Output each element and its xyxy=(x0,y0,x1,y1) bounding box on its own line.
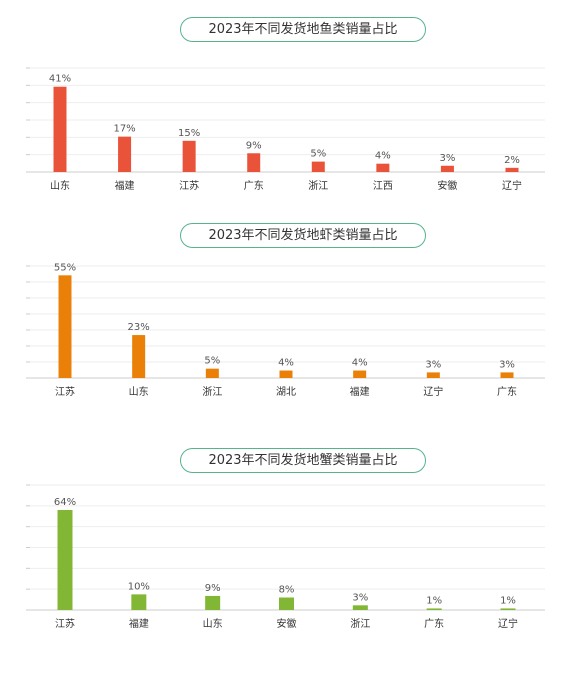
shrimp-bar-6 xyxy=(426,372,440,378)
category-label: 安徽 xyxy=(437,179,457,192)
fish-bar-3 xyxy=(182,140,196,172)
data-label: 10% xyxy=(128,581,150,592)
chart-title-fish: 2023年不同发货地鱼类销量占比 xyxy=(180,17,426,42)
data-label: 3% xyxy=(352,592,368,603)
category-label: 山东 xyxy=(50,179,70,192)
chart-title-shrimp: 2023年不同发货地虾类销量占比 xyxy=(180,223,426,248)
crab-bar-7 xyxy=(500,608,516,610)
crab-bar-1 xyxy=(57,510,73,610)
fish-bar-7 xyxy=(440,165,454,172)
data-label: 1% xyxy=(426,595,442,606)
category-label: 辽宁 xyxy=(502,179,522,192)
data-label: 64% xyxy=(54,497,76,508)
shrimp-bar-4 xyxy=(279,370,293,378)
category-label: 福建 xyxy=(115,179,135,192)
category-label: 福建 xyxy=(350,385,370,398)
data-label: 8% xyxy=(279,585,295,596)
data-label: 3% xyxy=(425,359,441,370)
data-label: 2% xyxy=(504,155,520,166)
category-label: 福建 xyxy=(129,617,149,630)
category-label: 江苏 xyxy=(179,179,199,192)
data-label: 15% xyxy=(178,128,200,139)
category-label: 安徽 xyxy=(277,617,297,630)
bar-chart-shrimp: 55% 江苏 23% 山东 5% 浙江 4% 湖北 4% 福建 3% 辽宁 3% 广东 xyxy=(26,262,545,398)
category-label: 浙江 xyxy=(308,180,328,192)
data-label: 9% xyxy=(246,140,262,151)
fish-bar-2 xyxy=(118,136,132,172)
data-label: 55% xyxy=(54,262,76,273)
bar-chart-crab: 64% 江苏 10% 福建 9% 山东 8% 安徽 3% 浙江 1% 广东 1% 辽宁 xyxy=(26,484,545,630)
crab-bar-2 xyxy=(131,594,147,610)
fish-bar-5 xyxy=(311,161,325,172)
chart-title-crab: 2023年不同发货地蟹类销量占比 xyxy=(180,448,426,473)
category-label: 辽宁 xyxy=(423,385,443,398)
data-label: 9% xyxy=(205,583,221,594)
data-label: 23% xyxy=(128,322,150,333)
crab-bar-5 xyxy=(352,605,368,610)
shrimp-bar-7 xyxy=(500,372,514,378)
data-label: 5% xyxy=(204,356,220,367)
category-label: 江苏 xyxy=(55,385,75,398)
shrimp-bar-3 xyxy=(205,368,219,378)
category-label: 广东 xyxy=(244,179,264,192)
data-label: 5% xyxy=(310,149,326,160)
data-label: 4% xyxy=(375,151,391,162)
data-label: 41% xyxy=(49,74,71,85)
category-label: 山东 xyxy=(203,617,223,630)
shrimp-bar-1 xyxy=(58,275,72,378)
shrimp-bar-5 xyxy=(353,370,367,378)
crab-bar-6 xyxy=(426,608,442,610)
category-label: 广东 xyxy=(424,617,444,630)
data-label: 3% xyxy=(499,359,515,370)
category-label: 浙江 xyxy=(202,386,222,398)
fish-bar-1 xyxy=(53,86,67,172)
category-label: 浙江 xyxy=(350,618,370,630)
crab-bar-4 xyxy=(279,597,294,610)
category-label: 江西 xyxy=(373,180,393,192)
category-label: 广东 xyxy=(497,385,517,398)
data-label: 4% xyxy=(278,358,294,369)
data-label: 17% xyxy=(113,124,135,135)
data-label: 1% xyxy=(500,595,516,606)
category-label: 辽宁 xyxy=(498,617,518,630)
crab-bar-3 xyxy=(205,595,221,610)
category-label: 湖北 xyxy=(276,386,296,398)
fish-bar-8 xyxy=(505,167,519,172)
data-label: 4% xyxy=(352,358,368,369)
fish-bar-6 xyxy=(376,163,390,172)
shrimp-bar-2 xyxy=(132,335,146,378)
fish-bar-4 xyxy=(247,153,261,172)
category-label: 江苏 xyxy=(55,617,75,630)
data-label: 3% xyxy=(439,153,455,164)
bar-chart-fish: 41% 山东 17% 福建 15% 江苏 9% 广东 5% 浙江 4% 江西 3% 安徽 2% 辽宁 xyxy=(26,67,545,192)
category-label: 山东 xyxy=(129,385,149,398)
